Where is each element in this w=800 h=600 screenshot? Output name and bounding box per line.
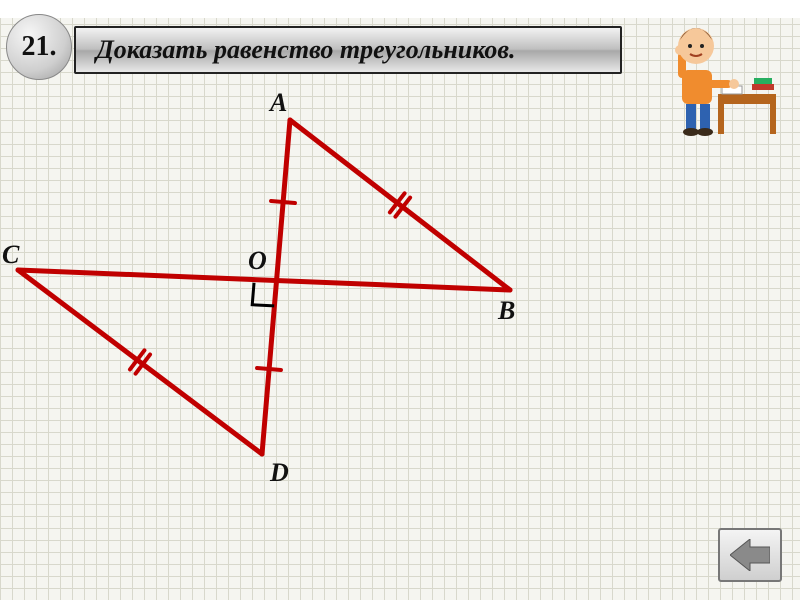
problem-number: 21. — [22, 31, 57, 63]
back-arrow-icon — [730, 539, 770, 571]
nav-back-button[interactable] — [718, 528, 782, 582]
geometry-diagram: A B C D O — [0, 90, 600, 530]
page-root: Доказать равенство треугольников. 21. — [0, 0, 800, 600]
problem-number-badge: 21. — [6, 14, 72, 80]
title-text: Доказать равенство треугольников. — [96, 35, 516, 65]
title-bar: Доказать равенство треугольников. — [74, 26, 622, 74]
student-decor-icon — [660, 10, 780, 140]
